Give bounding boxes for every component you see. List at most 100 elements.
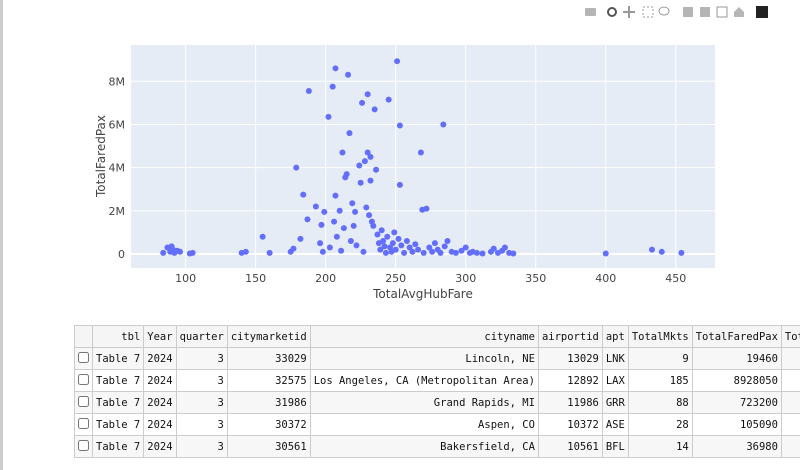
- x-tick-label: 100: [175, 272, 196, 285]
- table-cell: 11986: [537, 391, 603, 414]
- x-tick-label: 450: [665, 272, 686, 285]
- point: [160, 249, 167, 256]
- column-header: airportid: [537, 325, 603, 348]
- table-cell: 14: [627, 435, 693, 458]
- point: [366, 212, 373, 219]
- row-checkbox[interactable]: [78, 395, 89, 407]
- point: [396, 122, 403, 129]
- autoscale-icon[interactable]: [716, 6, 728, 18]
- point: [350, 222, 357, 229]
- column-header: TotalMkts: [627, 325, 693, 348]
- plot-area: [131, 45, 715, 268]
- point: [440, 121, 447, 128]
- reset-icon[interactable]: [734, 7, 744, 17]
- table-cell: LNK: [601, 347, 629, 370]
- point: [339, 149, 346, 156]
- point: [431, 240, 438, 247]
- point: [415, 246, 422, 253]
- point: [332, 192, 339, 199]
- table-cell: Table 7: [91, 391, 145, 414]
- table-cell: 3: [175, 435, 228, 458]
- point: [423, 205, 430, 212]
- table-row: Table 7 2024 3 31986 Grand Rapids, MI 11986 GR…: [74, 391, 800, 414]
- table-cell: 0: [780, 435, 800, 458]
- column-header: apt: [601, 325, 629, 348]
- zoom-out-icon[interactable]: [700, 7, 710, 17]
- plotly-logo[interactable]: [756, 6, 768, 18]
- point: [429, 248, 436, 255]
- point: [371, 106, 378, 113]
- table-cell: 10372: [537, 413, 603, 436]
- point: [373, 166, 380, 173]
- table-cell: 19460: [691, 347, 782, 370]
- table-cell: GRR: [601, 391, 629, 414]
- table-cell: 3: [175, 391, 228, 414]
- x-tick-label: 200: [315, 272, 336, 285]
- point: [392, 246, 399, 253]
- select-cell: [74, 347, 93, 370]
- point: [343, 171, 350, 178]
- chart: TotalAvgHubFare TotalFaredPax 0 2M 4M 6M 8M 1…: [94, 6, 768, 301]
- column-header: cityname: [309, 325, 539, 348]
- zoom-icon[interactable]: [607, 7, 617, 17]
- row-checkbox[interactable]: [78, 373, 89, 385]
- table-cell: 31986: [226, 391, 311, 414]
- point: [364, 149, 371, 156]
- point: [340, 225, 347, 232]
- column-header: citymarketid: [226, 325, 311, 348]
- point: [345, 71, 352, 78]
- table-cell: 3: [175, 369, 228, 392]
- row-checkbox[interactable]: [78, 439, 89, 451]
- point: [678, 249, 685, 256]
- table-row: Table 7 2024 3 30372 Aspen, CO 10372 ASE 28 1050…: [74, 413, 800, 436]
- point: [305, 87, 312, 94]
- point: [336, 207, 343, 214]
- point: [312, 203, 319, 210]
- point: [356, 162, 363, 169]
- point: [381, 243, 388, 250]
- data-table: tbl Year quarter citymarketid cityname airpor…: [74, 325, 800, 458]
- point: [473, 249, 480, 256]
- point: [370, 222, 377, 229]
- column-header: TotalPerLFMkts: [780, 325, 800, 348]
- point: [352, 208, 359, 215]
- point: [325, 113, 332, 120]
- column-header: tbl: [91, 325, 145, 348]
- point: [444, 238, 451, 245]
- table-cell: 2024: [143, 413, 177, 436]
- row-checkbox[interactable]: [78, 417, 89, 429]
- point: [412, 241, 419, 248]
- point: [396, 181, 403, 188]
- point: [242, 248, 249, 255]
- camera-icon[interactable]: [585, 8, 596, 16]
- point: [359, 99, 366, 106]
- table-cell: 3: [175, 347, 228, 370]
- point: [364, 91, 371, 98]
- point: [367, 177, 374, 184]
- table-cell: 2024: [143, 347, 177, 370]
- point: [377, 246, 384, 253]
- modebar[interactable]: [585, 6, 768, 18]
- box-select-icon[interactable]: [642, 6, 654, 18]
- point: [417, 149, 424, 156]
- zoom-in-icon[interactable]: [683, 7, 693, 17]
- table-cell: BFL: [601, 435, 629, 458]
- table-cell: 9: [627, 347, 693, 370]
- point: [374, 231, 381, 238]
- point: [384, 233, 391, 240]
- point: [378, 227, 385, 234]
- point: [395, 235, 402, 242]
- y-tick-label: 8M: [109, 75, 126, 88]
- table-cell: Table 7: [91, 347, 145, 370]
- lasso-icon[interactable]: [658, 6, 670, 16]
- point: [326, 244, 333, 251]
- row-checkbox[interactable]: [78, 351, 89, 363]
- table-cell: 36980: [691, 435, 782, 458]
- table-cell: 0.8057: [780, 391, 800, 414]
- select-cell: [74, 391, 93, 414]
- point: [441, 243, 448, 250]
- pan-icon[interactable]: [623, 6, 635, 18]
- table-cell: 13029: [537, 347, 603, 370]
- point: [266, 249, 273, 256]
- point: [297, 235, 304, 242]
